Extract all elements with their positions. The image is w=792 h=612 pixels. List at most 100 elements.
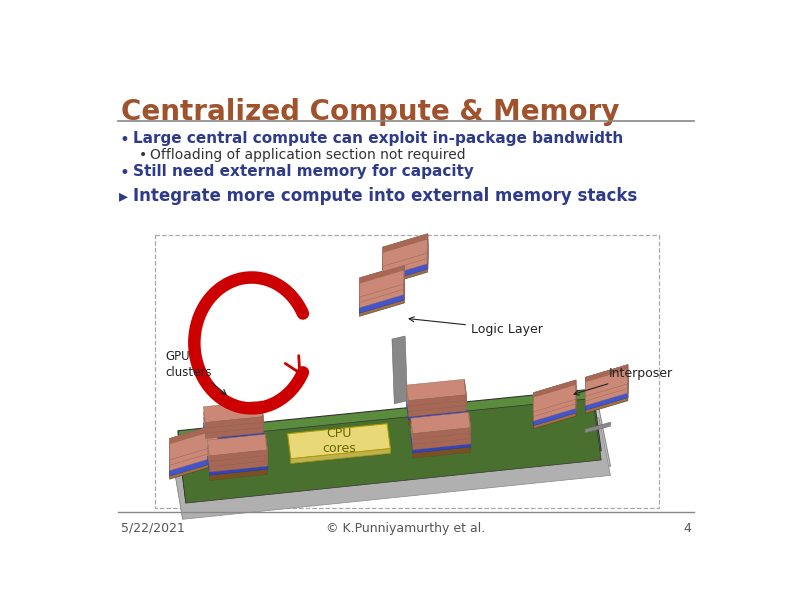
Polygon shape — [169, 440, 218, 458]
Polygon shape — [204, 412, 264, 433]
Polygon shape — [409, 414, 466, 425]
Polygon shape — [204, 417, 264, 439]
Polygon shape — [360, 284, 405, 302]
Polygon shape — [169, 443, 218, 463]
Polygon shape — [392, 336, 407, 404]
Polygon shape — [413, 444, 471, 453]
Polygon shape — [406, 398, 466, 420]
Polygon shape — [585, 378, 628, 394]
Polygon shape — [464, 390, 466, 411]
Text: Centralized Compute & Memory: Centralized Compute & Memory — [120, 98, 619, 126]
Polygon shape — [585, 369, 628, 401]
Polygon shape — [204, 420, 264, 442]
Polygon shape — [178, 431, 186, 503]
Polygon shape — [208, 445, 268, 467]
Polygon shape — [585, 365, 628, 397]
Polygon shape — [169, 430, 218, 465]
Polygon shape — [409, 406, 466, 417]
Polygon shape — [406, 379, 466, 401]
Polygon shape — [383, 253, 428, 286]
Polygon shape — [205, 422, 264, 433]
Text: ▸: ▸ — [119, 187, 128, 206]
Polygon shape — [360, 264, 405, 297]
Polygon shape — [169, 424, 218, 444]
Polygon shape — [209, 466, 268, 475]
Polygon shape — [360, 275, 405, 308]
Polygon shape — [469, 412, 471, 433]
Polygon shape — [261, 406, 264, 427]
Polygon shape — [413, 447, 471, 458]
Polygon shape — [411, 431, 471, 453]
Polygon shape — [261, 420, 264, 441]
Polygon shape — [469, 417, 471, 438]
Polygon shape — [265, 434, 268, 455]
Polygon shape — [208, 450, 268, 472]
Polygon shape — [533, 380, 576, 412]
Polygon shape — [411, 412, 471, 434]
Polygon shape — [464, 379, 466, 400]
Polygon shape — [178, 389, 601, 494]
Polygon shape — [209, 469, 268, 480]
Polygon shape — [585, 422, 611, 433]
Polygon shape — [469, 423, 471, 444]
Polygon shape — [464, 398, 466, 419]
Polygon shape — [360, 264, 405, 283]
Polygon shape — [413, 438, 471, 450]
Polygon shape — [413, 428, 471, 439]
Polygon shape — [169, 430, 218, 449]
Polygon shape — [205, 427, 264, 439]
Polygon shape — [585, 374, 628, 406]
Polygon shape — [178, 398, 601, 503]
Polygon shape — [533, 384, 576, 402]
Polygon shape — [585, 365, 628, 382]
Polygon shape — [169, 443, 218, 479]
Polygon shape — [261, 401, 264, 422]
Polygon shape — [208, 439, 268, 461]
Polygon shape — [406, 385, 466, 406]
Polygon shape — [533, 394, 576, 426]
Polygon shape — [205, 433, 264, 442]
Polygon shape — [383, 234, 428, 266]
Polygon shape — [209, 455, 268, 467]
Polygon shape — [265, 445, 268, 466]
Polygon shape — [533, 389, 576, 406]
Polygon shape — [169, 424, 218, 460]
Polygon shape — [533, 394, 576, 409]
Polygon shape — [205, 436, 264, 447]
Polygon shape — [360, 270, 405, 289]
Polygon shape — [209, 461, 268, 472]
Polygon shape — [383, 239, 428, 258]
Text: •: • — [119, 164, 129, 182]
Polygon shape — [173, 451, 183, 519]
Polygon shape — [173, 417, 611, 519]
Polygon shape — [411, 417, 471, 439]
Polygon shape — [265, 439, 268, 461]
Polygon shape — [169, 435, 218, 471]
Polygon shape — [169, 440, 218, 476]
Polygon shape — [409, 395, 466, 406]
Polygon shape — [533, 380, 576, 397]
Text: •: • — [119, 131, 129, 149]
Polygon shape — [265, 453, 268, 474]
Text: Interposer: Interposer — [574, 367, 673, 395]
Text: Integrate more compute into external memory stacks: Integrate more compute into external mem… — [133, 187, 638, 206]
Polygon shape — [169, 435, 218, 455]
Text: Large central compute can exploit in-package bandwidth: Large central compute can exploit in-pac… — [133, 131, 623, 146]
Polygon shape — [585, 378, 628, 410]
Polygon shape — [406, 395, 466, 417]
Text: GPU
clusters: GPU clusters — [166, 351, 226, 394]
Text: •: • — [139, 148, 147, 162]
Polygon shape — [411, 423, 471, 444]
Polygon shape — [204, 401, 264, 422]
Polygon shape — [533, 384, 576, 417]
Polygon shape — [360, 284, 405, 316]
Polygon shape — [205, 417, 264, 428]
Polygon shape — [261, 412, 264, 433]
Polygon shape — [360, 275, 405, 294]
Polygon shape — [173, 408, 611, 510]
Polygon shape — [383, 239, 428, 272]
Polygon shape — [383, 250, 428, 283]
Polygon shape — [533, 397, 576, 429]
Polygon shape — [360, 270, 405, 302]
Polygon shape — [383, 250, 428, 266]
